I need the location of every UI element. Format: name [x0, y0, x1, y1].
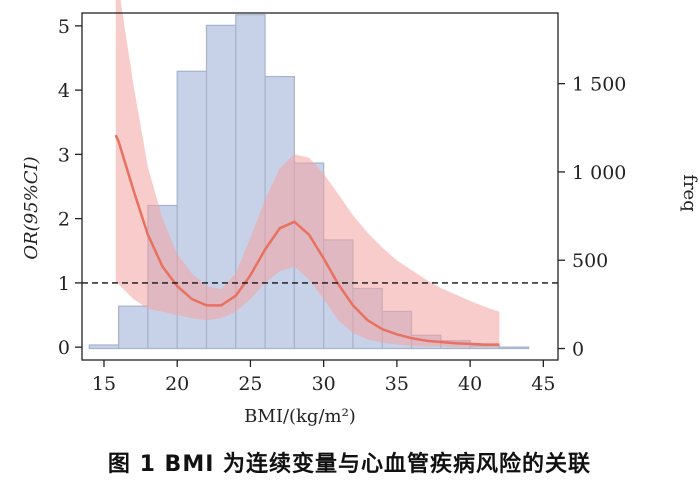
- y-right-tick-label-1000: 1 000: [572, 162, 626, 184]
- y-left-tick-label-0: 0: [58, 337, 70, 359]
- plot-frame: [81, 12, 559, 361]
- confidence-band: [115, 0, 500, 348]
- histogram-bar-0: [88, 344, 120, 350]
- histogram-bar-14: [498, 346, 530, 350]
- y-right-tick-label-0: 0: [572, 339, 584, 361]
- or-curve-layer: [114, 134, 500, 346]
- y-axis-left-label: OR(95%CI): [21, 156, 42, 259]
- figure-caption: 图 1 BMI 为连续变量与心血管疾病风险的关联: [107, 452, 592, 477]
- y-right-tick-label-1500: 1 500: [572, 74, 626, 96]
- histogram-bar-1: [118, 305, 149, 350]
- x-tick-label-40: 40: [458, 373, 482, 395]
- x-tick-label-35: 35: [385, 373, 409, 395]
- y-left-tick-label-4: 4: [58, 80, 70, 102]
- y-axis-right-label: freq: [679, 174, 699, 211]
- x-tick-label-45: 45: [531, 373, 555, 395]
- confidence-band-layer: [115, 0, 500, 348]
- x-tick-label-30: 30: [312, 373, 336, 395]
- y-left-tick-label-2: 2: [58, 209, 70, 231]
- x-axis-label: BMI/(kg/m²): [244, 406, 356, 427]
- x-tick-label-20: 20: [165, 373, 189, 395]
- y-left-tick-label-5: 5: [58, 16, 70, 38]
- y-left-tick-label-3: 3: [58, 144, 70, 166]
- x-tick-label-25: 25: [238, 373, 262, 395]
- y-right-tick-label-500: 500: [572, 250, 608, 272]
- y-left-tick-label-1: 1: [58, 273, 70, 295]
- x-tick-label-15: 15: [92, 373, 116, 395]
- or-curve-line: [114, 134, 500, 346]
